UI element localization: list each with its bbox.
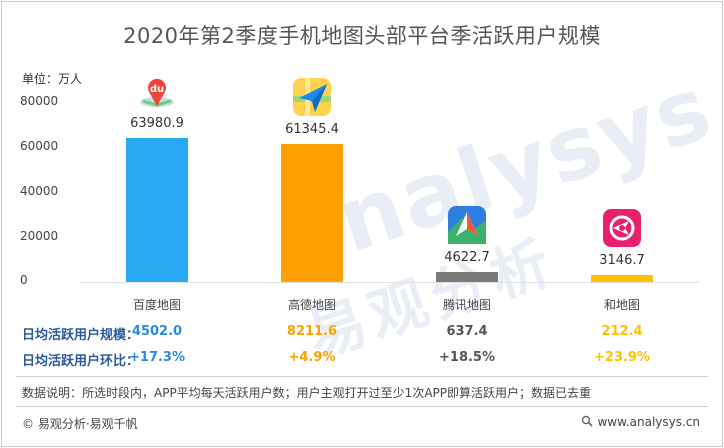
search-icon: [581, 415, 594, 430]
daily-active-gaode-map: 8211.6: [286, 324, 338, 339]
footer-website: www.analysys.cn: [581, 415, 700, 430]
daily-active-baidu-map: 4502.0: [131, 324, 183, 339]
chart-title: 2020年第2季度手机地图头部平台季活跃用户规模: [123, 24, 601, 48]
category-label-tencent-map: 腾讯地图: [442, 298, 491, 312]
gaode-map-icon: [293, 77, 331, 116]
daily-change-tencent-map: +18.5%: [439, 350, 495, 365]
data-note: 数据说明：所选时段内，APP平均每天活跃用户数；用户主观打开过至少1次APP即算…: [22, 386, 592, 400]
tencent-map-icon: [448, 205, 486, 244]
category-label-hedi-map: 和地图: [603, 298, 640, 312]
bar-gaode-map: [281, 143, 343, 282]
footer-website-text: www.analysys.cn: [597, 415, 700, 429]
hedi-map-icon: [603, 208, 641, 247]
daily-change-gaode-map: +4.9%: [288, 350, 336, 365]
y-tick-label: 60000: [20, 139, 59, 153]
value-label-gaode-map: 61345.4: [285, 121, 339, 137]
separator-top: [16, 376, 708, 377]
svg-text:du: du: [150, 84, 164, 95]
y-tick-label: 40000: [20, 184, 59, 198]
separator-bottom: [16, 406, 708, 407]
bar-hedi-map: [591, 274, 653, 282]
value-label-tencent-map: 4622.7: [444, 249, 490, 265]
category-label-baidu-map: 百度地图: [132, 298, 181, 312]
unit-label: 单位：万人: [22, 72, 83, 86]
x-axis-line: [80, 282, 700, 283]
value-label-baidu-map: 63980.9: [130, 116, 184, 132]
daily-active-row-label: 日均活跃用户规模：: [22, 328, 140, 343]
y-tick-label: 80000: [20, 94, 59, 108]
bar-baidu-map: [126, 138, 188, 282]
y-tick-label: 20000: [20, 229, 59, 243]
bar-tencent-map: [436, 271, 498, 282]
footer-copyright: © 易观分析·易观千帆: [22, 417, 138, 431]
daily-change-hedi-map: +23.9%: [594, 350, 650, 365]
value-label-hedi-map: 3146.7: [599, 252, 645, 268]
y-tick-label: 0: [20, 273, 28, 287]
baidu-map-icon: du: [138, 72, 176, 110]
daily-active-hedi-map: 212.4: [601, 324, 643, 339]
daily-change-row-label: 日均活跃用户环比：: [22, 354, 140, 369]
category-label-gaode-map: 高德地图: [287, 298, 336, 312]
daily-change-baidu-map: +17.3%: [129, 350, 185, 365]
daily-active-tencent-map: 637.4: [446, 324, 488, 339]
